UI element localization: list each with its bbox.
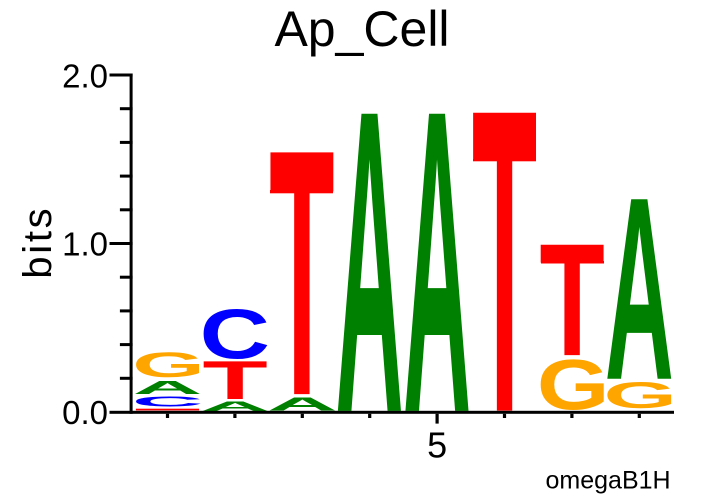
svg-text:C: C [132,393,203,410]
svg-text:T: T [269,77,334,469]
svg-text:A: A [267,394,337,415]
svg-text:C: C [200,295,270,374]
svg-text:0.0: 0.0 [62,394,108,431]
svg-text:2.0: 2.0 [62,57,108,94]
svg-text:T: T [202,350,267,411]
svg-text:G: G [604,375,678,417]
svg-text:1.0: 1.0 [62,226,108,263]
svg-text:G: G [132,345,205,384]
svg-text:5: 5 [427,424,447,465]
svg-text:Ap_Cell: Ap_Cell [274,1,449,57]
svg-text:omegaB1H: omegaB1H [546,467,671,495]
svg-text:T: T [472,19,537,496]
svg-text:A: A [133,377,203,398]
svg-text:A: A [200,398,270,414]
svg-text:A: A [336,21,404,496]
svg-text:T: T [539,210,604,389]
svg-text:A: A [605,142,674,434]
svg-text:bits: bits [16,206,60,279]
